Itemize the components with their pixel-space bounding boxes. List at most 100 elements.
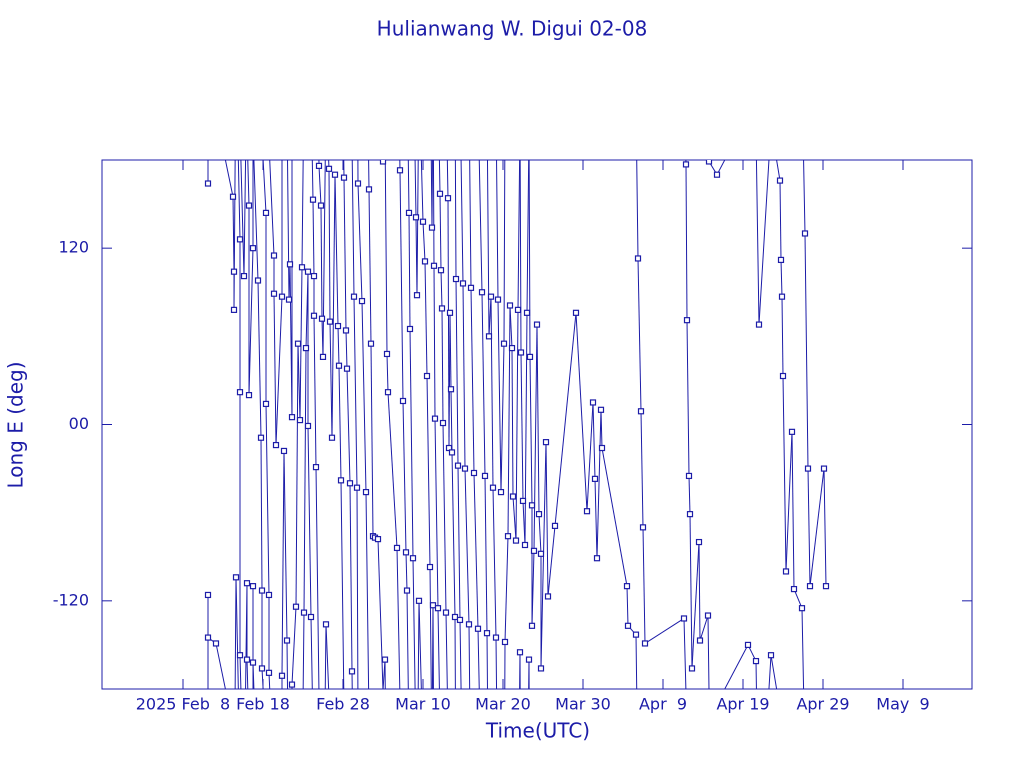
track-segment bbox=[265, 403, 270, 595]
track-segment bbox=[275, 296, 283, 446]
data-point bbox=[528, 622, 536, 629]
track-segment bbox=[353, 296, 358, 488]
track-segment bbox=[412, 160, 417, 689]
x-tick-label: Apr 29 bbox=[796, 695, 849, 714]
track-segment bbox=[517, 160, 521, 689]
data-point bbox=[535, 511, 543, 518]
data-point bbox=[304, 268, 312, 275]
data-point bbox=[280, 447, 288, 455]
data-point bbox=[591, 475, 599, 482]
track-segment bbox=[349, 483, 353, 672]
data-point bbox=[381, 656, 389, 663]
data-point bbox=[523, 309, 531, 316]
track-segment bbox=[286, 160, 290, 689]
data-point bbox=[294, 340, 302, 347]
track-segment bbox=[536, 324, 540, 515]
data-point bbox=[481, 472, 489, 480]
data-point bbox=[544, 593, 552, 600]
data-point bbox=[362, 488, 370, 496]
data-point bbox=[806, 583, 814, 590]
data-point bbox=[331, 171, 339, 178]
data-point bbox=[517, 349, 525, 356]
track-segment bbox=[424, 261, 428, 377]
track-segment bbox=[490, 296, 494, 488]
track-segment bbox=[370, 343, 374, 537]
data-point bbox=[334, 322, 342, 330]
data-point bbox=[448, 449, 456, 456]
data-point bbox=[682, 161, 690, 168]
track-segment bbox=[406, 160, 410, 689]
data-point bbox=[405, 209, 413, 216]
track-segment bbox=[408, 212, 411, 329]
data-point bbox=[436, 190, 444, 197]
x-axis-label: Time(UTC) bbox=[485, 719, 590, 743]
track-segment bbox=[809, 468, 825, 587]
track-segment bbox=[503, 160, 506, 689]
data-point bbox=[312, 464, 320, 471]
track-segment bbox=[780, 259, 783, 297]
data-point bbox=[328, 434, 336, 441]
data-point bbox=[270, 290, 278, 297]
data-point bbox=[501, 638, 509, 646]
data-point bbox=[396, 167, 404, 174]
data-point bbox=[456, 616, 464, 624]
data-point bbox=[379, 160, 387, 165]
data-point bbox=[285, 296, 293, 303]
data-point bbox=[801, 230, 809, 237]
data-point bbox=[318, 315, 326, 322]
track-segment bbox=[343, 177, 347, 331]
data-point bbox=[688, 665, 696, 672]
data-point bbox=[265, 591, 273, 599]
data-point bbox=[403, 587, 411, 594]
data-point bbox=[262, 400, 270, 408]
track-segment bbox=[429, 160, 433, 689]
data-point bbox=[509, 493, 517, 500]
track-segment bbox=[691, 542, 700, 669]
track-segment bbox=[402, 400, 407, 553]
data-point bbox=[521, 541, 529, 549]
track-segment bbox=[575, 312, 588, 512]
track-segment bbox=[486, 160, 490, 689]
track-segment bbox=[640, 411, 644, 528]
data-point bbox=[497, 488, 505, 496]
data-point bbox=[265, 669, 273, 676]
data-point bbox=[526, 353, 534, 361]
track-segment bbox=[689, 514, 693, 669]
track-segment bbox=[683, 160, 687, 689]
track-segment bbox=[441, 308, 444, 424]
track-segment bbox=[807, 468, 811, 587]
data-point bbox=[779, 372, 787, 380]
track-segment bbox=[481, 292, 486, 476]
track-segment bbox=[334, 174, 339, 327]
data-point bbox=[685, 472, 693, 480]
chart-title: Hulianwang W. Digui 02-08 bbox=[377, 17, 648, 41]
x-tick-label: Mar 10 bbox=[395, 695, 451, 714]
track-segment bbox=[547, 525, 556, 597]
data-point bbox=[428, 224, 436, 231]
data-point bbox=[423, 372, 431, 380]
data-point bbox=[325, 165, 333, 172]
track-segment bbox=[215, 160, 234, 689]
track-segment bbox=[303, 348, 307, 613]
data-point bbox=[451, 613, 459, 621]
track-segment bbox=[307, 425, 312, 618]
track-segment bbox=[246, 160, 250, 689]
track-segment bbox=[346, 368, 351, 484]
track-segment bbox=[642, 527, 646, 644]
track-segment bbox=[361, 301, 367, 493]
data-point bbox=[409, 555, 417, 562]
track-segment bbox=[770, 160, 781, 689]
data-point bbox=[467, 284, 475, 291]
track-segment bbox=[337, 326, 340, 366]
data-point bbox=[583, 508, 591, 515]
data-point bbox=[447, 386, 455, 393]
track-segment bbox=[357, 183, 363, 302]
data-point bbox=[204, 180, 212, 187]
data-point bbox=[419, 218, 427, 225]
data-point bbox=[204, 591, 212, 599]
data-point bbox=[365, 186, 373, 193]
data-point bbox=[249, 245, 257, 252]
data-point bbox=[315, 162, 323, 169]
data-point bbox=[243, 580, 251, 587]
track-segment bbox=[405, 552, 408, 591]
